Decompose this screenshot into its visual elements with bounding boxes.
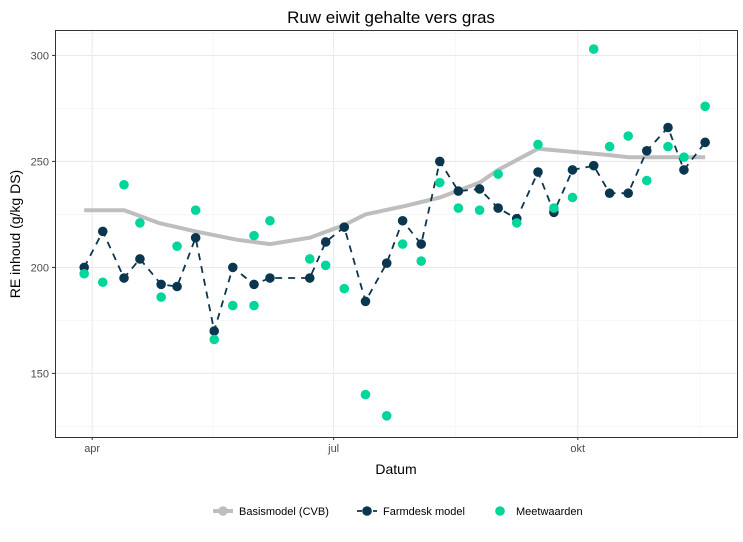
farmdesk-point — [493, 203, 503, 213]
meetwaarden-point — [227, 300, 238, 311]
legend-item: Meetwaarden — [495, 506, 583, 518]
meetwaarden-point — [381, 411, 392, 421]
y-tick-label: 150 — [31, 368, 49, 380]
farmdesk-point — [119, 273, 129, 283]
y-tick-label: 200 — [31, 262, 49, 274]
legend-item: Farmdesk model — [357, 506, 465, 518]
x-axis: apr jul okt — [84, 437, 585, 455]
farmdesk-point — [339, 222, 350, 232]
farmdesk-point — [663, 122, 673, 133]
meetwaarden-point — [567, 192, 578, 203]
farmdesk-point — [533, 167, 543, 177]
legend-label: Farmdesk model — [383, 506, 465, 518]
legend-key-point — [362, 506, 372, 516]
farmdesk-point — [700, 137, 710, 148]
legend: Basismodel (CVB) Farmdesk model Meetwaarde… — [213, 506, 583, 518]
grid — [55, 30, 737, 437]
farmdesk-point — [209, 326, 220, 336]
farmdesk-point — [249, 279, 259, 290]
chart-title: Ruw eiwit gehalte vers gras — [287, 8, 495, 27]
y-tick-label: 300 — [31, 50, 49, 62]
meetwaarden-point — [453, 203, 464, 213]
farmdesk-point — [397, 215, 408, 226]
series-layer — [79, 44, 710, 421]
meetwaarden-point — [604, 141, 615, 152]
farmdesk-point — [474, 184, 485, 194]
meetwaarden-point — [304, 254, 315, 264]
meetwaarden-point — [249, 230, 259, 241]
farmdesk-point — [623, 188, 633, 199]
y-tick-label: 250 — [31, 156, 49, 168]
basismodel-line — [84, 146, 706, 247]
meetwaarden-point — [209, 334, 220, 345]
farmdesk-point — [604, 188, 615, 199]
legend-label: Meetwaarden — [516, 506, 583, 518]
x-tick-label: apr — [84, 443, 100, 455]
plot-panel-border — [55, 30, 738, 438]
farmdesk-point — [567, 165, 578, 175]
meetwaarden-point — [320, 260, 331, 271]
farmdesk-point — [190, 232, 201, 243]
farmdesk-point — [97, 226, 108, 237]
x-axis-label: Datum — [375, 461, 416, 477]
x-tick-label: okt — [570, 443, 585, 455]
meetwaarden-point — [156, 292, 166, 302]
farmdesk-point — [360, 296, 371, 307]
farmdesk-point — [453, 186, 464, 196]
meetwaarden-point — [265, 215, 275, 226]
meetwaarden-point — [135, 218, 145, 228]
meetwaarden-point — [397, 239, 408, 249]
legend-item: Basismodel (CVB) — [213, 506, 329, 518]
farmdesk-point — [265, 273, 275, 283]
meetwaarden-point — [97, 277, 108, 288]
farmdesk-point — [641, 146, 652, 156]
farmdesk-point — [416, 239, 427, 249]
farmdesk-point — [156, 279, 166, 290]
y-axis: 150 200 250 300 — [31, 50, 55, 380]
legend-key-point — [495, 506, 505, 516]
y-axis-label: RE inhoud (g/kg DS) — [7, 170, 23, 298]
meetwaarden-point — [190, 205, 201, 215]
meetwaarden-point — [623, 131, 633, 141]
meetwaarden-point — [511, 218, 522, 228]
meetwaarden-point — [79, 268, 89, 279]
farmdesk-point — [320, 237, 331, 247]
farmdesk-point — [172, 281, 182, 292]
farmdesk-point — [304, 273, 315, 283]
meetwaarden-point — [416, 256, 427, 266]
farmdesk-point — [679, 165, 689, 175]
meetwaarden-point — [493, 169, 503, 179]
farmdesk-point — [227, 262, 238, 273]
farmdesk-point — [381, 258, 392, 268]
farmdesk-point — [135, 254, 145, 264]
meetwaarden-point — [119, 179, 129, 190]
meetwaarden-point — [249, 300, 259, 311]
x-tick-label: jul — [327, 443, 339, 455]
meetwaarden-point — [339, 283, 350, 294]
meetwaarden-point — [434, 177, 445, 188]
farmdesk-point — [434, 156, 445, 167]
farmdesk-point — [588, 160, 599, 171]
meetwaarden-point — [641, 175, 652, 186]
meetwaarden-point — [533, 139, 543, 150]
meetwaarden-point — [360, 389, 371, 400]
meetwaarden-point — [474, 205, 485, 215]
meetwaarden-point — [588, 44, 599, 54]
meetwaarden-point — [172, 241, 182, 252]
meetwaarden-point — [663, 141, 673, 152]
meetwaarden-point — [549, 203, 559, 213]
meetwaarden-point — [679, 152, 689, 162]
legend-key-point — [218, 506, 228, 516]
legend-label: Basismodel (CVB) — [239, 506, 329, 518]
meetwaarden-point — [700, 101, 710, 112]
